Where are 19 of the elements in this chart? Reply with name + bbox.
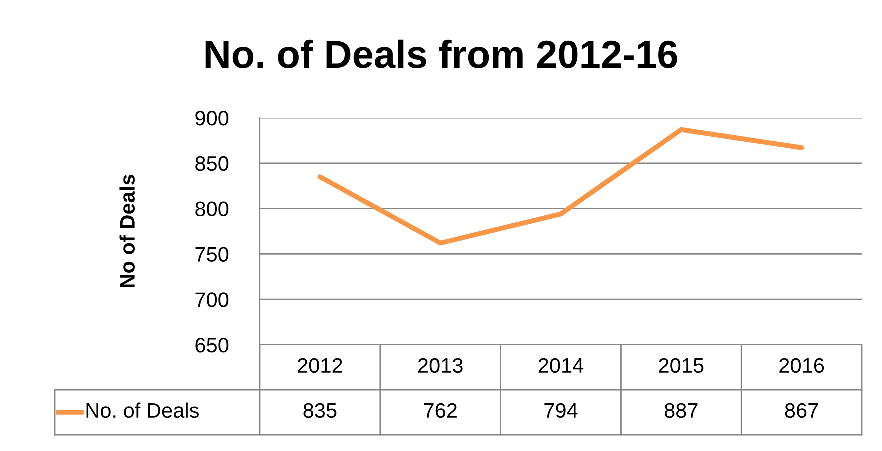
chart-title: No. of Deals from 2012-16 [206,40,678,68]
x-tick-label: 2012 [298,358,342,374]
y-tick-label: 700 [196,292,229,308]
x-tick-label: 2013 [418,358,463,374]
data-label: 762 [424,403,457,418]
y-tick-label: 900 [196,111,229,126]
data-label: 794 [544,403,578,418]
data-label: 887 [664,403,698,418]
x-tick-label: 2016 [780,358,824,374]
data-label: 867 [785,403,818,418]
data-label: 835 [304,403,337,418]
y-axis-title: No of Deals [120,175,136,288]
y-tick-label: 850 [196,156,229,172]
x-tick-label: 2015 [659,358,704,374]
y-tick-label: 800 [196,202,229,217]
legend-label: No. of Deals [86,402,199,418]
y-tick-label: 650 [196,338,229,353]
x-tick-label: 2014 [538,358,584,374]
y-tick-label: 750 [196,247,229,262]
